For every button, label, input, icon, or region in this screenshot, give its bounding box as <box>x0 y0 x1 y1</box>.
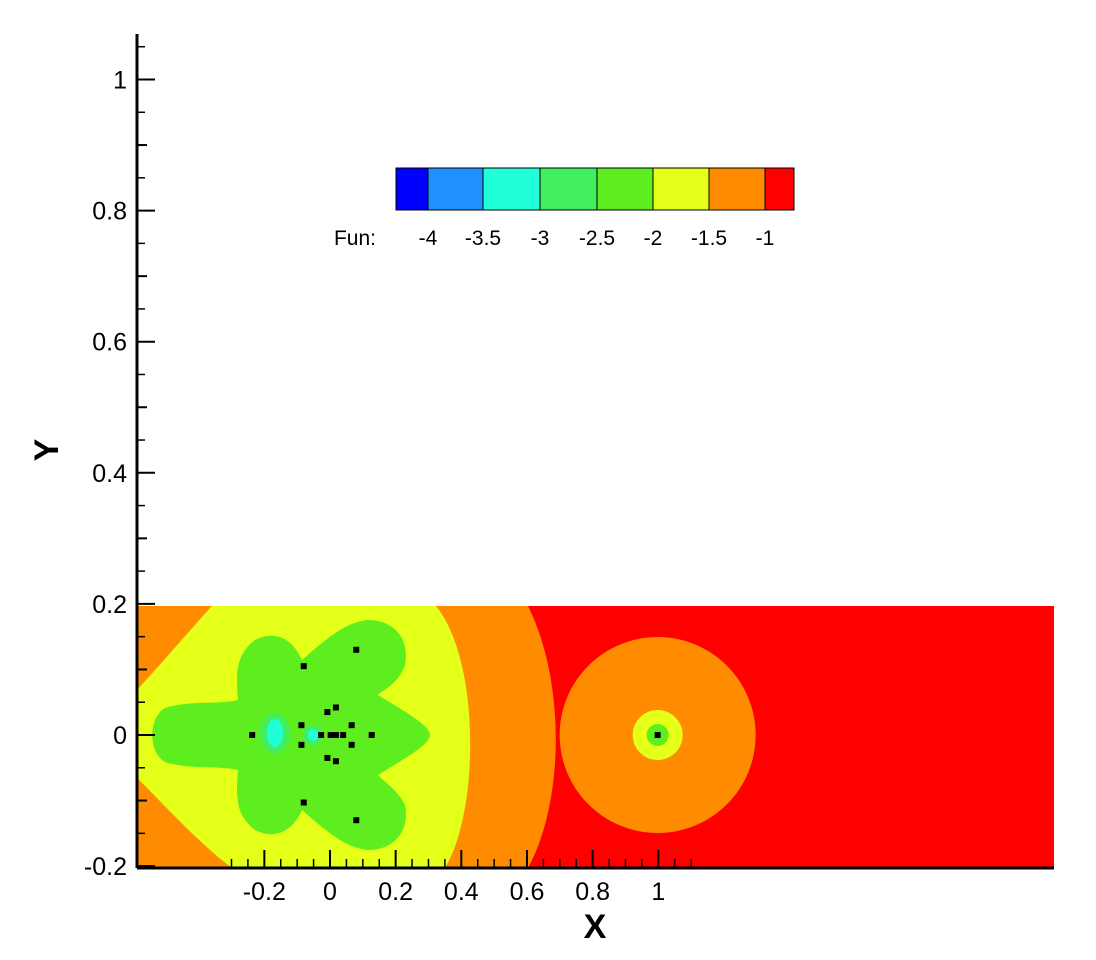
x-tick-label: 0 <box>323 878 337 906</box>
sample-point <box>318 732 325 738</box>
legend-level-label: -2.5 <box>579 227 615 250</box>
legend-swatches <box>395 167 795 211</box>
sample-point <box>340 732 347 738</box>
x-tick-label: 1 <box>651 878 665 906</box>
sample-point <box>654 732 661 738</box>
legend-level-label: -2 <box>644 227 663 250</box>
sample-point <box>332 704 339 711</box>
legend-title: Fun: <box>334 227 376 250</box>
sample-point <box>298 741 305 748</box>
legend-level-label: -3.5 <box>465 227 501 250</box>
y-axis-title: Y <box>28 438 66 461</box>
sample-point <box>332 758 339 765</box>
legend-swatch <box>482 167 541 211</box>
x-axis-title: X <box>584 908 607 946</box>
legend-level-label: -3 <box>531 227 550 250</box>
sample-point <box>348 741 355 748</box>
axes <box>135 34 1054 870</box>
sample-point <box>300 799 307 806</box>
legend-swatch <box>539 167 598 211</box>
y-tick-label: 0.4 <box>92 460 127 488</box>
sample-point <box>300 663 307 670</box>
band-cyan-inner <box>267 719 283 747</box>
legend-level-label: -4 <box>419 227 438 250</box>
y-tick-label: 0.8 <box>92 198 127 226</box>
sample-point <box>327 732 334 738</box>
sample-point <box>353 817 360 824</box>
legend-swatch <box>596 167 654 211</box>
y-tick-label: 0.2 <box>92 591 127 619</box>
sample-point <box>324 754 331 761</box>
band-cyan-inner <box>308 729 318 741</box>
sample-point <box>249 732 256 738</box>
legend-swatch <box>427 167 484 211</box>
band-green <box>152 620 430 850</box>
color-legend: Fun: -4 -3.5 -3 -2.5 -2 -1.5 -1 <box>334 167 795 250</box>
x-tick-label: 0.4 <box>444 878 479 906</box>
sample-points <box>249 646 661 824</box>
sample-point <box>353 646 360 653</box>
legend-level-labels: -4 -3.5 -3 -2.5 -2 -1.5 -1 <box>419 227 775 250</box>
y-tick-label: 1 <box>113 67 127 95</box>
x-tick-label: 0.6 <box>510 878 545 906</box>
sample-point <box>368 732 375 738</box>
sample-point <box>298 722 305 729</box>
legend-swatch <box>708 167 766 211</box>
axis-tick-labels: -0.2 0 0.2 0.4 0.6 0.8 1 -0.2 0 0.2 0.4 0.6 0.8 1 <box>84 67 665 907</box>
y-tick-label: 0 <box>113 722 127 750</box>
legend-swatch <box>764 167 795 211</box>
legend-swatch <box>395 167 429 211</box>
sample-point <box>348 722 355 729</box>
x-tick-label: 0.2 <box>378 878 413 906</box>
legend-swatch <box>652 167 710 211</box>
sample-point <box>332 732 339 738</box>
legend-level-label: -1.5 <box>691 227 727 250</box>
x-tick-label: -0.2 <box>243 878 286 906</box>
x-tick-label: 0.8 <box>575 878 610 906</box>
y-tick-label: -0.2 <box>84 853 127 881</box>
legend-level-label: -1 <box>756 227 775 250</box>
contour-field <box>137 606 1054 868</box>
axis-ticks <box>137 45 692 868</box>
y-tick-label: 0.6 <box>92 329 127 357</box>
sample-point <box>324 709 331 716</box>
